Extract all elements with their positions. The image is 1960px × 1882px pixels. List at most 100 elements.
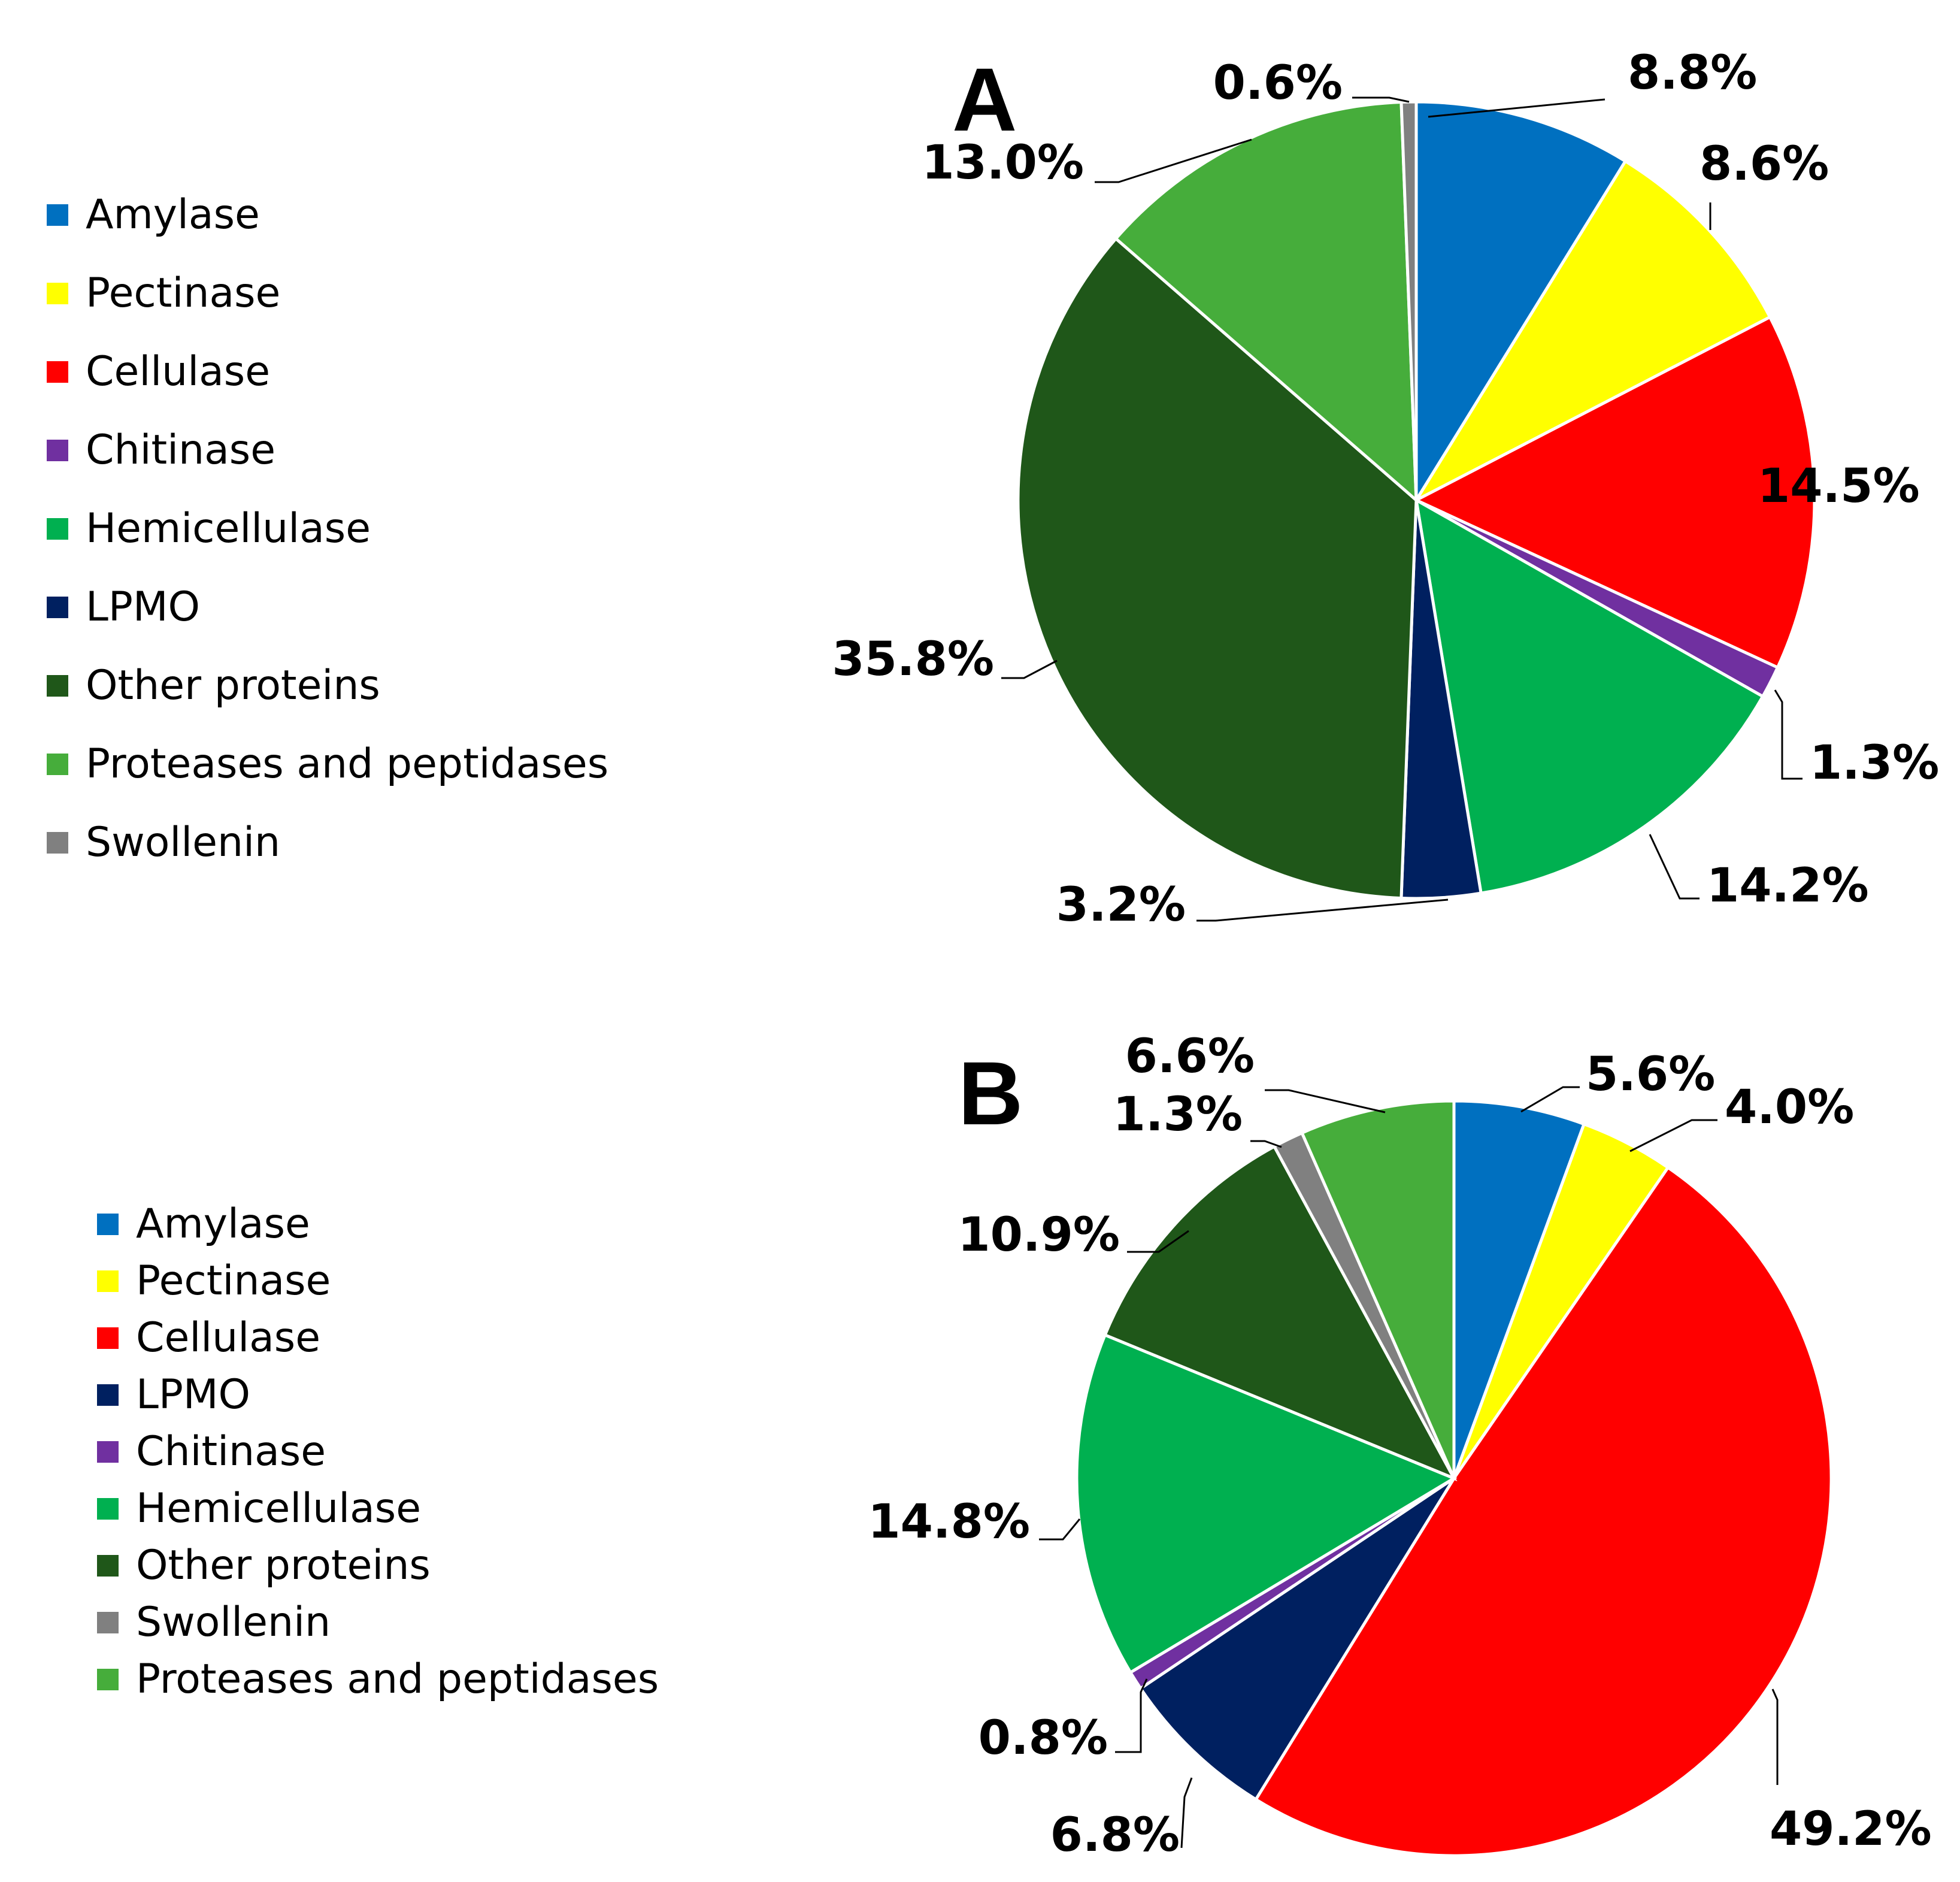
legend-swatch xyxy=(47,204,68,226)
legend-item-other-proteins: Other proteins xyxy=(47,662,380,709)
leader-line-amylase xyxy=(1428,98,1605,118)
data-label-amylase: 5.6% xyxy=(1586,1048,1715,1102)
legend-label: LPMO xyxy=(136,1371,250,1418)
legend-item-pectinase: Pectinase xyxy=(97,1257,331,1305)
pie-slices-a xyxy=(1016,100,1816,900)
legend-item-swollenin: Swollenin xyxy=(47,819,280,866)
legend-swatch xyxy=(97,1612,119,1633)
data-label-lpmo: 6.8% xyxy=(1050,1808,1180,1862)
pie-slice-proteases-and-peptidases xyxy=(1299,1099,1456,1479)
legend-label: Chitinase xyxy=(86,426,275,474)
legend-item-proteases-and-peptidases: Proteases and peptidases xyxy=(47,740,608,788)
legend-item-hemicellulase: Hemicellulase xyxy=(97,1485,421,1532)
legend-swatch xyxy=(47,440,68,461)
pie-slice-hemicellulase xyxy=(1414,497,1765,895)
leader-line-amylase xyxy=(1520,1086,1580,1113)
legend-swatch xyxy=(47,518,68,540)
legend-label: Amylase xyxy=(86,191,260,238)
data-labels-b: 5.6%4.0% 49.2% 6.8% 0.8% 14.8% 10.9% 1.3%6.6% xyxy=(868,1030,1931,1862)
legend-swatch xyxy=(97,1384,119,1406)
legend-label: Hemicellulase xyxy=(136,1485,421,1532)
legend-item-swollenin: Swollenin xyxy=(97,1599,331,1646)
pie-slice-lpmo xyxy=(1138,1476,1456,1802)
leader-line-other-proteins xyxy=(1127,1230,1189,1253)
pie-slice-hemicellulase xyxy=(1075,1333,1458,1675)
legend-label: Chitinase xyxy=(136,1428,326,1475)
leader-line-other-proteins xyxy=(1001,659,1058,679)
pie-slice-amylase xyxy=(1414,100,1628,506)
leader-line-proteases-and-peptidases xyxy=(1265,1089,1386,1114)
data-label-swollenin: 0.6% xyxy=(1213,56,1343,110)
data-label-other-proteins: 35.8% xyxy=(832,633,994,686)
legend-item-cellulase: Cellulase xyxy=(97,1314,320,1361)
legend-label: Cellulase xyxy=(136,1314,320,1361)
pie-slice-pectinase xyxy=(1412,159,1772,504)
legend-swatch xyxy=(47,597,68,618)
leader-line-chitinase xyxy=(1115,1678,1148,1753)
leader-line-chitinase xyxy=(1774,689,1803,780)
legend-swatch xyxy=(97,1555,119,1577)
legend-item-chitinase: Chitinase xyxy=(47,426,275,474)
data-label-hemicellulase: 14.2% xyxy=(1707,859,1869,913)
pie-slice-amylase xyxy=(1452,1099,1586,1479)
data-label-chitinase: 1.3% xyxy=(1810,736,1939,790)
legend-label: Pectinase xyxy=(86,270,280,317)
legend-swatch xyxy=(97,1441,119,1463)
leader-line-hemicellulase xyxy=(1039,1518,1081,1541)
pie-slices-b xyxy=(1075,1099,1833,1857)
data-label-proteases-and-peptidases: 6.6% xyxy=(1125,1030,1255,1084)
legend-item-other-proteins: Other proteins xyxy=(97,1542,431,1589)
legend-label: Amylase xyxy=(136,1200,310,1248)
leader-line-proteases-and-peptidases xyxy=(1095,138,1252,183)
data-label-swollenin: 1.3% xyxy=(1113,1088,1243,1142)
legend-b: Amylase Pectinase Cellulase LPMO Chitinase He… xyxy=(97,1200,659,1703)
legend-item-amylase: Amylase xyxy=(97,1200,310,1248)
legend-label: LPMO xyxy=(86,583,200,631)
leader-line-pectinase xyxy=(1629,1119,1717,1152)
data-label-proteases-and-peptidases: 13.0% xyxy=(922,136,1084,190)
legend-label: Cellulase xyxy=(86,348,270,395)
panel-letter-a: A xyxy=(952,49,1017,150)
data-label-pectinase: 8.6% xyxy=(1700,137,1829,191)
pie-slice-other-proteins xyxy=(1016,236,1418,900)
pie-slice-cellulase xyxy=(1253,1165,1833,1857)
data-label-chitinase: 0.8% xyxy=(979,1711,1108,1765)
legend-swatch xyxy=(97,1327,119,1349)
data-label-lpmo: 3.2% xyxy=(1056,878,1186,932)
legend-label: Other proteins xyxy=(136,1542,431,1589)
data-label-amylase: 8.8% xyxy=(1628,46,1757,100)
data-label-cellulase: 49.2% xyxy=(1770,1802,1932,1856)
legend-label: Proteases and peptidases xyxy=(86,740,608,788)
leader-line-swollenin xyxy=(1352,96,1410,103)
legend-swatch xyxy=(97,1270,119,1292)
legend-item-proteases-and-peptidases: Proteases and peptidases xyxy=(97,1656,659,1703)
legend-label: Swollenin xyxy=(86,819,280,866)
legend-swatch xyxy=(97,1669,119,1690)
data-label-pectinase: 4.0% xyxy=(1725,1081,1854,1134)
leader-line-lpmo xyxy=(1196,898,1449,922)
leader-line-swollenin xyxy=(1250,1140,1282,1148)
leader-line-cellulase xyxy=(1771,1689,1779,1785)
data-label-cellulase: 14.5% xyxy=(1758,459,1920,513)
data-label-hemicellulase: 14.8% xyxy=(868,1495,1030,1549)
legend-swatch xyxy=(97,1214,119,1235)
pie-chart-a: A Amylase Pectinase Cellulase Chitinase Hemi… xyxy=(47,46,1939,932)
legend-item-pectinase: Pectinase xyxy=(47,270,280,317)
legend-label: Swollenin xyxy=(136,1599,331,1646)
data-labels-a: 8.8% 8.6% 14.5% 1.3% 14.2% 3.2% 35.8% 13.0% 0.6% xyxy=(832,46,1939,932)
leader-line-lpmo xyxy=(1180,1777,1193,1848)
legend-swatch xyxy=(97,1498,119,1520)
legend-label: Proteases and peptidases xyxy=(136,1656,659,1703)
legend-label: Pectinase xyxy=(136,1257,331,1305)
legend-label: Hemicellulase xyxy=(86,505,371,552)
legend-swatch xyxy=(47,675,68,697)
legend-swatch xyxy=(47,832,68,854)
legend-item-lpmo: LPMO xyxy=(97,1371,250,1418)
legend-label: Other proteins xyxy=(86,662,380,709)
legend-item-hemicellulase: Hemicellulase xyxy=(47,505,371,552)
legend-swatch xyxy=(47,361,68,383)
legend-swatch xyxy=(47,283,68,304)
legend-swatch xyxy=(47,754,68,775)
leader-line-hemicellulase xyxy=(1649,834,1700,900)
